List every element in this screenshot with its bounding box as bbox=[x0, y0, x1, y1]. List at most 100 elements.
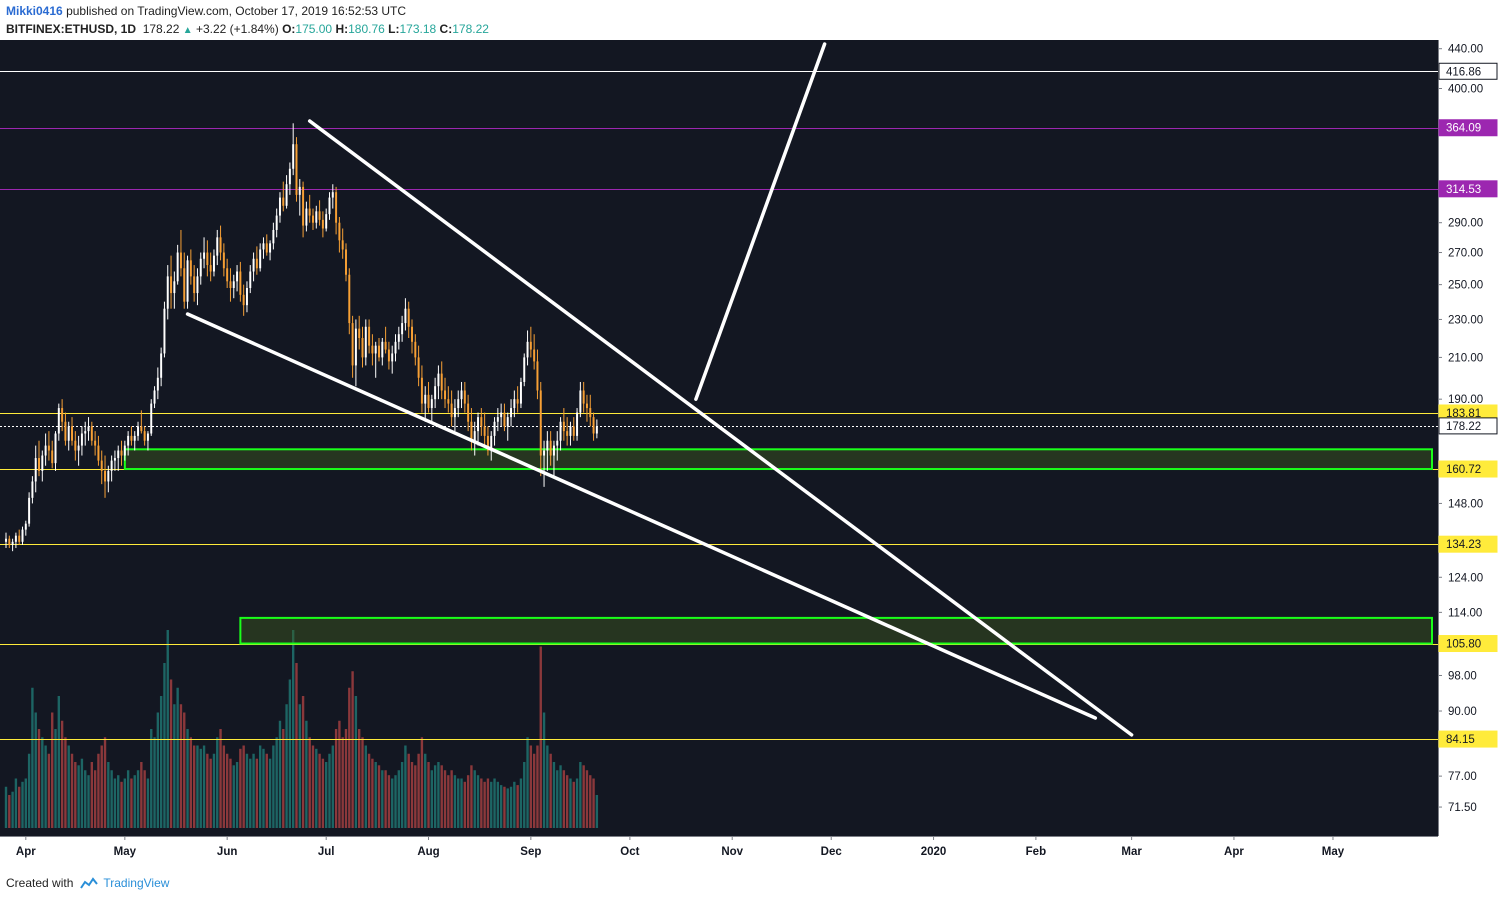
volume-bar bbox=[212, 753, 216, 828]
candle-body bbox=[173, 281, 176, 294]
volume-bar bbox=[565, 775, 569, 828]
volume-bar bbox=[242, 745, 245, 828]
candle-body bbox=[513, 399, 516, 409]
volume-bar bbox=[480, 778, 483, 828]
candle-body bbox=[209, 265, 212, 272]
volume-bar bbox=[37, 729, 41, 828]
open-value: 175.00 bbox=[295, 22, 333, 36]
high-label: H: bbox=[335, 22, 349, 36]
volume-bar bbox=[183, 712, 186, 828]
last-price-label: 178.22 bbox=[1446, 421, 1481, 433]
price-level-label: 84.15 bbox=[1446, 734, 1475, 746]
candle-body bbox=[311, 215, 314, 223]
y-tick-label: 290.00 bbox=[1448, 218, 1483, 230]
candle-body bbox=[585, 403, 588, 409]
candle-body bbox=[137, 426, 140, 436]
volume-bar bbox=[503, 786, 506, 828]
y-tick-label: 90.00 bbox=[1448, 706, 1477, 718]
candle-body bbox=[394, 341, 397, 354]
volume-bar bbox=[8, 795, 11, 828]
volume-bar bbox=[338, 720, 341, 828]
volume-bar bbox=[74, 762, 77, 828]
candle-body bbox=[516, 399, 519, 404]
volume-bar bbox=[239, 748, 242, 828]
candle-body bbox=[506, 417, 509, 427]
candle-body bbox=[262, 243, 265, 250]
candle-body bbox=[245, 287, 248, 306]
candle-body bbox=[533, 349, 536, 362]
price-level-label-bg bbox=[1438, 180, 1498, 198]
y-tick-label: 148.00 bbox=[1448, 498, 1483, 510]
volume-bar bbox=[404, 745, 407, 828]
low-value: 173.18 bbox=[399, 22, 437, 36]
volume-bar bbox=[54, 729, 57, 828]
volume-bar bbox=[499, 785, 503, 828]
price-chart[interactable]: 440.00 400.00 290.00 270.00 250.00 230.00 210.… bbox=[0, 40, 1506, 864]
candle-body bbox=[582, 390, 585, 404]
candle-body bbox=[536, 361, 539, 391]
candle-body bbox=[318, 211, 321, 220]
price-level-label: 183.81 bbox=[1446, 408, 1481, 420]
candle-body bbox=[28, 497, 31, 524]
volume-bar bbox=[417, 753, 420, 828]
volume-bar bbox=[341, 737, 344, 828]
volume-bar bbox=[595, 795, 599, 828]
candle-body bbox=[430, 399, 433, 409]
candle-body bbox=[345, 249, 347, 275]
volume-bar bbox=[173, 704, 176, 828]
candle-body bbox=[11, 541, 14, 545]
volume-bar bbox=[424, 753, 427, 828]
candle-body bbox=[123, 445, 126, 456]
volume-bar bbox=[206, 753, 209, 828]
price-level-label: 364.09 bbox=[1446, 123, 1481, 135]
volume-bar bbox=[67, 745, 70, 828]
price-change: +3.22 (+1.84%) bbox=[195, 22, 279, 36]
candle-body bbox=[559, 421, 562, 441]
volume-bar bbox=[268, 758, 272, 828]
volume-bar bbox=[186, 729, 189, 828]
candle-body bbox=[54, 433, 57, 464]
candle-body bbox=[387, 349, 390, 362]
close-label: C: bbox=[439, 22, 453, 36]
candle-body bbox=[381, 341, 384, 358]
y-tick-label: 440.00 bbox=[1448, 44, 1483, 56]
candle-body bbox=[407, 308, 410, 327]
candle-body bbox=[18, 535, 21, 542]
candle-body bbox=[566, 431, 569, 436]
candle-body bbox=[288, 168, 291, 185]
candle-body bbox=[107, 470, 110, 482]
volume-bar bbox=[222, 745, 226, 828]
candle-body bbox=[47, 445, 50, 451]
candle-body bbox=[249, 271, 252, 288]
volume-bar bbox=[513, 781, 516, 828]
author-link[interactable]: Mikki0416 bbox=[6, 4, 63, 18]
candle-body bbox=[176, 252, 179, 282]
volume-bar bbox=[163, 663, 166, 828]
volume-bar bbox=[427, 762, 430, 828]
candle-body bbox=[371, 345, 374, 354]
volume-bar bbox=[344, 729, 348, 828]
volume-bar bbox=[374, 762, 377, 828]
volume-bar bbox=[4, 786, 8, 828]
candle-body bbox=[348, 274, 351, 324]
support-zone-box bbox=[239, 616, 1434, 645]
candle-body bbox=[483, 426, 486, 436]
volume-bar bbox=[585, 770, 589, 828]
volume-bar bbox=[113, 778, 117, 828]
volume-bar bbox=[153, 737, 156, 828]
candle-body bbox=[74, 440, 77, 451]
volume-bar bbox=[77, 765, 80, 828]
candle-body bbox=[437, 373, 440, 387]
x-tick-label: Oct bbox=[620, 846, 639, 858]
x-tick-label: Apr bbox=[1224, 846, 1244, 858]
volume-bar bbox=[189, 737, 193, 828]
y-tick-label: 98.00 bbox=[1448, 670, 1477, 682]
candle-body bbox=[219, 237, 222, 253]
volume-bar bbox=[526, 737, 529, 828]
candle-body bbox=[14, 535, 17, 542]
volume-bar bbox=[433, 765, 437, 828]
tradingview-link[interactable]: TradingView bbox=[103, 876, 170, 890]
volume-bar bbox=[64, 737, 67, 828]
candle-body bbox=[113, 458, 116, 461]
candle-body bbox=[87, 426, 90, 432]
